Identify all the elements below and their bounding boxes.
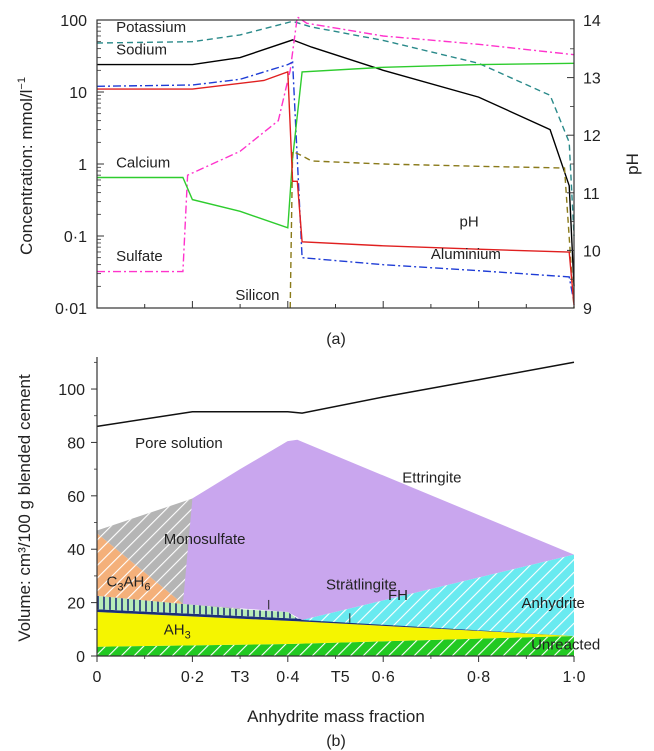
marker-t5: T5 <box>331 669 350 686</box>
region-str-tlingite-hatch <box>97 595 298 619</box>
label-anhydrite: Anhydrite <box>522 595 585 612</box>
series-line-silicon <box>289 150 575 309</box>
x-tick-label: 0·2 <box>181 669 204 686</box>
y2-tick-label: 10 <box>583 243 601 260</box>
label-sulfate: Sulfate <box>116 248 163 265</box>
series-line-calcium <box>97 62 575 229</box>
label-fh: FH <box>388 587 408 604</box>
panel-b-caption: (b) <box>326 733 346 750</box>
series-line-potassium <box>96 20 575 237</box>
panel-b: 0 20 40 60 80 100 0 0·2 0·4 0·6 0·8 1·0 T3 T5 Pore so… <box>15 357 600 750</box>
label-calcium: Calcium <box>116 154 170 171</box>
panel-b-xlabel: Anhydrite mass fraction <box>247 707 425 726</box>
y2-tick-label: 12 <box>583 128 601 145</box>
region-ettringite <box>182 439 574 620</box>
x-tick-label: 0·8 <box>467 669 490 686</box>
label-silicon: Silicon <box>235 287 279 304</box>
series-line-sodium <box>97 39 575 287</box>
panel-a-ylabel-main: Concentration: mmol/l <box>17 90 36 255</box>
region-c-ah-hatch <box>97 533 183 604</box>
x-tick-label: 1·0 <box>562 669 585 686</box>
panel-b-ylabel: Volume: cm³/100 g blended cement <box>15 374 34 642</box>
y-tick-label: 1 <box>78 157 87 174</box>
y2-tick-label: 9 <box>583 301 592 318</box>
label-aluminium: Aluminium <box>431 246 501 263</box>
y2-tick-label: 14 <box>583 13 601 30</box>
region-fh <box>97 609 574 636</box>
y-tick-label: 20 <box>67 596 85 613</box>
y-tick-label: 0 <box>76 649 85 666</box>
x-tick-label: 0·4 <box>276 669 299 686</box>
x-tick-label: 0 <box>93 669 102 686</box>
x-tick-label: 0·6 <box>372 669 395 686</box>
panel-a-y2label: pH <box>623 153 642 175</box>
panel-a-caption: (a) <box>326 331 346 348</box>
label-cah: C3AH6 <box>107 574 151 594</box>
marker-t3: T3 <box>231 669 250 686</box>
label-ettringite: Ettringite <box>402 469 461 486</box>
y2-tick-label: 13 <box>583 71 601 88</box>
y-tick-label: 0·01 <box>55 301 87 318</box>
label-str-tlingite: Strätlingite <box>326 576 397 593</box>
y-tick-label: 0·1 <box>64 229 87 246</box>
label-monosulfate: Monosulfate <box>164 531 246 548</box>
label-ah: AH3 <box>164 622 191 642</box>
y-tick-label: 100 <box>60 13 87 30</box>
series-line-unlabeled-2 <box>97 15 575 273</box>
label-unreacted: Unreacted <box>531 636 600 653</box>
series-line-unlabeled-3 <box>96 60 575 303</box>
y2-tick-label: 11 <box>583 186 600 203</box>
y-tick-label: 10 <box>69 85 87 102</box>
panel-a-ylabel-sup: −1 <box>16 77 28 90</box>
panel-a: 0·01 0·1 1 10 100 9 10 11 12 13 14 Potassium Sodium… <box>16 13 642 348</box>
total-volume-line <box>96 361 575 428</box>
series-line-ph <box>97 70 575 306</box>
label-pore-solution: Pore solution <box>135 435 223 452</box>
y-tick-label: 80 <box>67 435 85 452</box>
y-tick-label: 100 <box>58 382 85 399</box>
region-anhydrite-hatch <box>302 554 574 636</box>
y-tick-label: 60 <box>67 489 85 506</box>
label-ph: pH <box>460 214 479 231</box>
y-tick-label: 40 <box>67 542 85 559</box>
label-sodium: Sodium <box>116 42 167 59</box>
panel-a-ylabel: Concentration: mmol/l−1 <box>16 77 36 255</box>
region-ah <box>97 612 574 647</box>
label-potassium: Potassium <box>116 19 186 36</box>
region-unreacted-hatch <box>97 636 574 656</box>
